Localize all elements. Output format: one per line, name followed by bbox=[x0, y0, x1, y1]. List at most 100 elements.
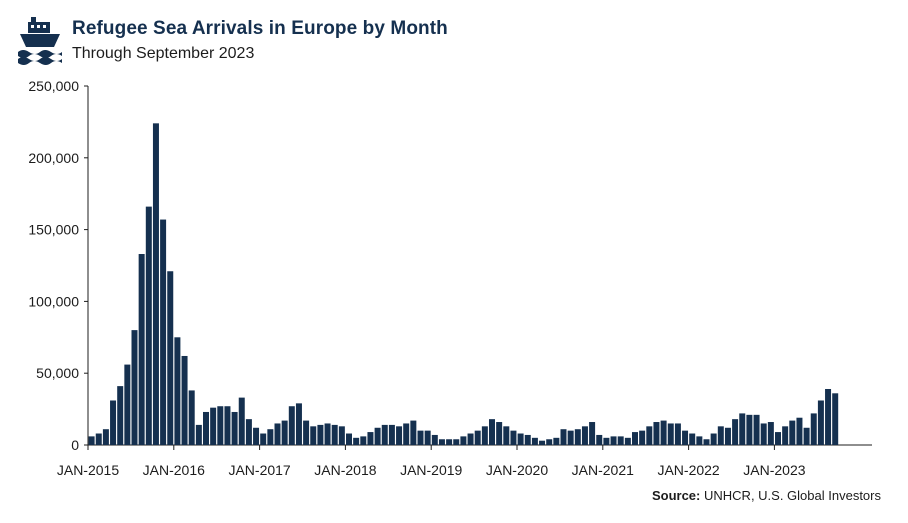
bar bbox=[832, 393, 839, 445]
x-tick-label: JAN-2018 bbox=[314, 462, 376, 478]
bar bbox=[324, 423, 331, 445]
bar bbox=[388, 424, 395, 445]
bar bbox=[574, 429, 581, 445]
bar bbox=[489, 419, 495, 445]
bar bbox=[381, 424, 388, 445]
bar bbox=[460, 436, 467, 445]
bar bbox=[453, 439, 460, 445]
bar bbox=[603, 437, 610, 445]
bar bbox=[632, 432, 638, 445]
bar bbox=[431, 434, 438, 445]
bar bbox=[160, 219, 167, 445]
chart-title: Refugee Sea Arrivals in Europe by Month bbox=[72, 18, 448, 39]
bar bbox=[517, 433, 524, 445]
y-tick-label: 100,000 bbox=[28, 293, 79, 309]
y-tick-label: 150,000 bbox=[28, 222, 79, 238]
bar bbox=[117, 386, 124, 445]
bar bbox=[174, 337, 181, 445]
bar bbox=[503, 426, 510, 445]
bar bbox=[210, 407, 217, 445]
bar bbox=[124, 364, 131, 445]
bar bbox=[102, 429, 109, 445]
x-tick-label: JAN-2023 bbox=[743, 462, 805, 478]
x-tick-label: JAN-2020 bbox=[486, 462, 548, 478]
bar bbox=[245, 419, 252, 445]
bar bbox=[217, 406, 224, 445]
y-axis: 0 50,000 100,000 150,000 200,000 250,000 bbox=[28, 78, 89, 453]
bar bbox=[303, 420, 310, 445]
bar bbox=[224, 406, 231, 445]
bar bbox=[367, 432, 374, 445]
bar bbox=[753, 414, 760, 445]
y-tick-label: 200,000 bbox=[28, 150, 79, 166]
x-tick-label: JAN-2016 bbox=[143, 462, 205, 478]
ship-icon bbox=[18, 16, 62, 66]
bar bbox=[674, 423, 681, 445]
bar bbox=[145, 206, 152, 445]
bar bbox=[346, 433, 352, 445]
bar bbox=[760, 423, 767, 445]
bar bbox=[531, 437, 538, 445]
bar bbox=[524, 434, 531, 445]
bar bbox=[474, 430, 481, 445]
bar bbox=[417, 430, 424, 445]
bar bbox=[317, 424, 324, 445]
bar bbox=[767, 422, 774, 445]
bar bbox=[195, 424, 202, 445]
bar bbox=[88, 436, 95, 445]
chart-subtitle: Through September 2023 bbox=[72, 45, 255, 62]
bar bbox=[589, 422, 596, 445]
bar bbox=[410, 420, 417, 445]
x-tick-label: JAN-2017 bbox=[228, 462, 290, 478]
bar bbox=[825, 388, 832, 445]
source-label: Source: bbox=[651, 488, 701, 503]
bar bbox=[660, 420, 667, 445]
x-tick-label: JAN-2022 bbox=[657, 462, 719, 478]
bar bbox=[696, 436, 703, 445]
bar bbox=[152, 123, 159, 445]
bar bbox=[717, 426, 724, 445]
bar bbox=[496, 422, 503, 445]
bar bbox=[539, 440, 546, 445]
y-tick-label: 50,000 bbox=[36, 365, 79, 381]
source-note: Source: UNHCR, U.S. Global Investors bbox=[652, 488, 881, 503]
bar bbox=[281, 420, 288, 445]
bar bbox=[374, 427, 381, 445]
bar bbox=[403, 423, 410, 445]
bar bbox=[546, 439, 553, 445]
bar bbox=[560, 429, 567, 445]
bar bbox=[746, 414, 753, 445]
bar bbox=[467, 433, 474, 445]
bar bbox=[596, 434, 603, 445]
bar bbox=[353, 437, 360, 445]
bar bbox=[803, 427, 810, 445]
bar bbox=[510, 430, 517, 445]
bar bbox=[446, 439, 453, 445]
chart-header: Refugee Sea Arrivals in Europe by Month … bbox=[18, 14, 898, 74]
bar bbox=[181, 355, 188, 445]
bar bbox=[775, 432, 781, 445]
bar bbox=[188, 390, 195, 445]
bar bbox=[782, 426, 789, 445]
bar bbox=[817, 400, 824, 445]
bar bbox=[639, 430, 646, 445]
bar bbox=[138, 254, 145, 445]
bar bbox=[617, 436, 624, 445]
bar bbox=[288, 406, 295, 445]
bar bbox=[724, 427, 731, 445]
bar bbox=[789, 420, 796, 445]
bar bbox=[338, 426, 345, 445]
bar bbox=[274, 423, 281, 445]
bar bbox=[810, 413, 817, 445]
bar bbox=[438, 439, 445, 445]
bar bbox=[424, 430, 431, 445]
bar bbox=[331, 424, 338, 445]
y-tick-label: 0 bbox=[71, 437, 79, 453]
bar bbox=[360, 436, 367, 445]
bar bbox=[703, 439, 710, 445]
bar bbox=[624, 437, 631, 445]
bar bbox=[553, 437, 560, 445]
bar bbox=[110, 400, 117, 445]
bar bbox=[238, 397, 245, 445]
